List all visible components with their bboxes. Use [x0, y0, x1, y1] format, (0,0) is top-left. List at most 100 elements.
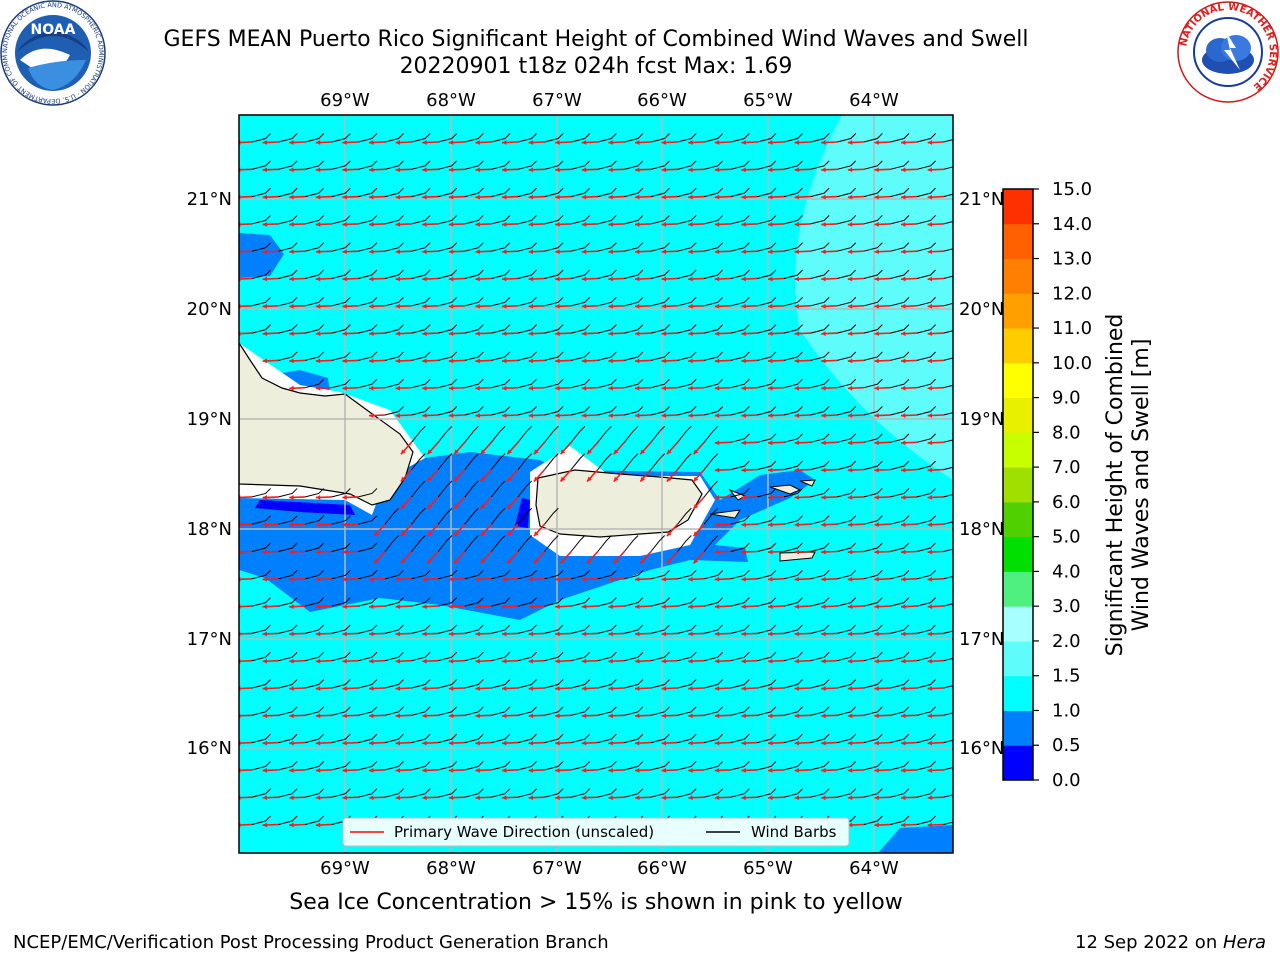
- wind-barb: [837, 133, 857, 143]
- wave-arrow-head: [794, 686, 800, 691]
- wind-barb: [704, 624, 724, 634]
- wave-arrow-head: [448, 686, 454, 691]
- wind-barb: [517, 160, 537, 170]
- puerto-rico-land: [535, 469, 703, 538]
- colorbar-segment: [1003, 571, 1033, 607]
- wind-barb: [278, 160, 298, 170]
- wave-arrow-head: [315, 713, 321, 719]
- wind-barb: [305, 569, 325, 580]
- wave-arrow-head: [608, 194, 613, 200]
- wave-arrow-head: [315, 249, 321, 255]
- wave-arrow-head: [741, 576, 746, 582]
- wind-barb: [704, 133, 724, 143]
- wind-barb: [783, 542, 803, 552]
- wave-arrow-head: [927, 767, 933, 773]
- wave-arrow-head: [661, 713, 667, 719]
- wave-arrow-head: [533, 449, 539, 455]
- wind-barb: [597, 624, 617, 634]
- wave-arrow-head: [661, 167, 667, 173]
- wind-barb: [783, 242, 803, 252]
- wind-barb: [517, 453, 533, 470]
- wind-barb: [464, 296, 484, 307]
- wave-arrow-head: [475, 713, 480, 719]
- wave-arrow-head: [555, 686, 560, 691]
- wave-arrow-head: [502, 686, 507, 691]
- wind-barb: [863, 406, 883, 416]
- wind-barb: [571, 733, 591, 744]
- wave-arrow-head: [528, 276, 534, 282]
- wind-barb: [411, 569, 431, 580]
- wave-arrow-head: [581, 604, 587, 609]
- wave-direction-arrow: [239, 687, 253, 690]
- wind-barb: [810, 269, 830, 279]
- wave-arrow-head: [714, 276, 720, 282]
- wind-barb: [757, 460, 777, 471]
- wave-arrow-head: [315, 549, 321, 555]
- wind-barb: [943, 330, 953, 334]
- wind-barb: [757, 761, 777, 771]
- wind-barb: [464, 706, 484, 716]
- wave-arrow-head: [315, 740, 321, 746]
- wave-arrow-head: [821, 249, 826, 255]
- wind-barb: [624, 242, 644, 252]
- wind-barb: [863, 651, 883, 662]
- wind-barb: [517, 269, 537, 279]
- wave-arrow-head: [262, 167, 268, 173]
- wind-barb: [863, 624, 883, 634]
- wind-barb: [331, 324, 351, 334]
- wave-arrow-head: [262, 249, 268, 255]
- wind-barb: [677, 187, 697, 198]
- wind-barb: [890, 242, 910, 252]
- wave-arrow-head: [768, 576, 773, 582]
- wave-arrow-head: [847, 740, 853, 746]
- wave-arrow-head: [315, 767, 321, 773]
- wind-barb: [916, 378, 936, 389]
- wave-arrow-head: [555, 140, 560, 145]
- wind-barb: [384, 406, 404, 416]
- wind-barb: [890, 460, 910, 471]
- wind-barb: [704, 569, 724, 580]
- wave-arrow-head: [608, 358, 613, 364]
- wave-arrow-head: [369, 740, 374, 746]
- wind-barb: [491, 324, 511, 334]
- wind-barb: [916, 733, 936, 744]
- wind-barb: [757, 187, 777, 198]
- wave-arrow-head: [315, 576, 321, 582]
- wind-barb: [677, 406, 697, 416]
- wave-arrow-head: [874, 413, 879, 418]
- wind-barb: [783, 706, 803, 716]
- wave-arrow-head: [608, 604, 613, 609]
- wave-arrow-head: [315, 194, 321, 200]
- wind-barb: [916, 269, 936, 279]
- wave-arrow-head: [714, 494, 720, 500]
- wave-arrow-head: [794, 631, 800, 637]
- wave-arrow-head: [427, 449, 433, 455]
- wave-arrow-head: [688, 331, 693, 336]
- wind-barb: [890, 679, 910, 689]
- wave-arrow-head: [395, 276, 401, 282]
- colorbar-segment: [1003, 397, 1033, 433]
- wind-barb: [331, 624, 351, 634]
- wind-barb: [597, 733, 617, 744]
- wind-barb: [331, 215, 351, 225]
- wave-arrow-head: [507, 531, 513, 537]
- wind-barb: [305, 542, 325, 552]
- wind-barb: [544, 160, 564, 170]
- wind-barb: [703, 425, 719, 443]
- wind-barb: [491, 406, 511, 416]
- wind-barb: [650, 425, 666, 443]
- wave-arrow-head: [475, 740, 480, 746]
- wind-barb: [704, 296, 724, 307]
- wind-barb: [517, 569, 537, 580]
- colorbar-segment: [1003, 328, 1033, 364]
- wind-barb: [384, 133, 404, 143]
- wave-direction-arrow: [239, 141, 253, 144]
- svg-text:Wind Waves and Swell [m]: Wind Waves and Swell [m]: [1129, 339, 1154, 632]
- wave-arrow-head: [901, 522, 906, 528]
- wave-arrow-head: [688, 249, 693, 255]
- wind-barb: [411, 133, 431, 143]
- wind-barb: [730, 160, 750, 170]
- wind-barb: [597, 160, 617, 170]
- wind-barb: [597, 378, 617, 389]
- wave-arrow-head: [821, 413, 826, 418]
